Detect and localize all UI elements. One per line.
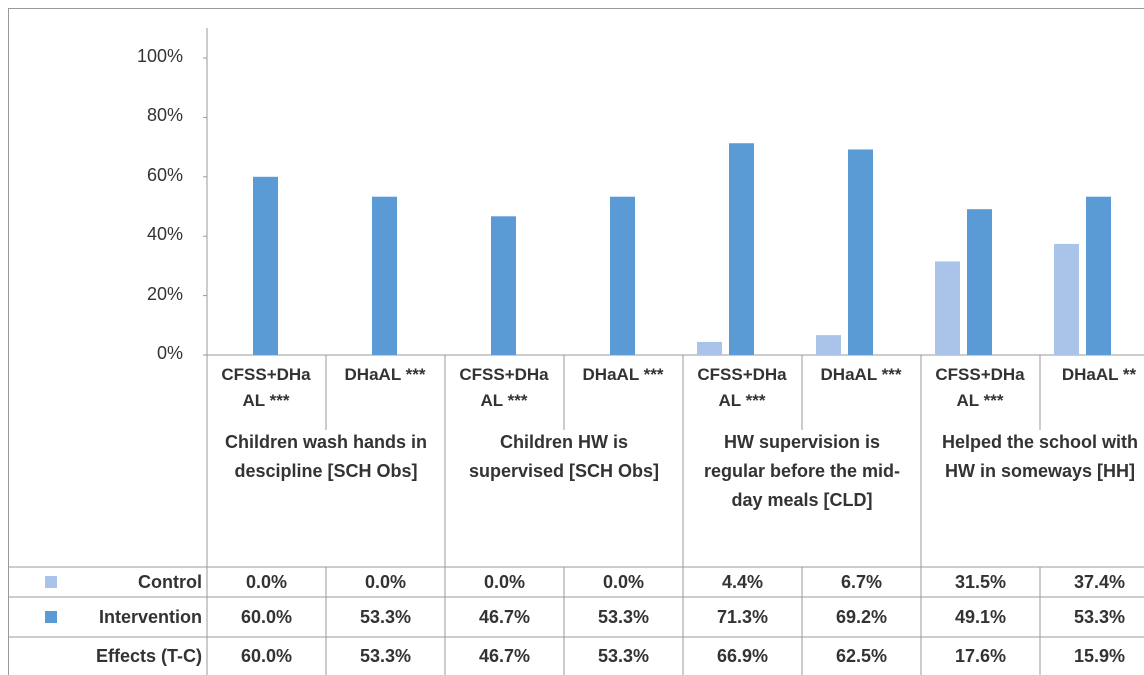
bar [1086,196,1111,355]
category-label: CFSS+DHaAL *** [697,365,787,410]
category-label: CFSS+DHaAL *** [221,365,311,410]
table-cell: 46.7% [478,646,531,666]
table-cell: 0.0% [245,572,288,592]
table-cell: 66.9% [716,646,769,666]
category-label: DHaAL *** [582,365,664,384]
bar [1054,243,1079,355]
y-tick-label: 100% [136,46,183,66]
y-tick-label: 60% [146,164,183,185]
table-cell: 17.6% [954,646,1007,666]
bar [848,149,873,355]
table-cell: 53.3% [597,646,650,666]
table-cell: 49.1% [954,607,1007,627]
category-label: CFSS+DHaAL *** [459,365,549,410]
table-cell: 71.3% [716,607,769,627]
table-cell: 53.3% [359,646,412,666]
y-tick-label: 40% [146,224,183,245]
category-label: DHaAL *** [344,365,426,384]
category-label: DHaAL *** [820,365,902,384]
row-label: Intervention [98,607,202,627]
table-cell: 0.0% [364,572,407,592]
table-cell: 4.4% [721,572,764,592]
table-cell: 62.5% [835,646,888,666]
bar [253,176,278,355]
group-label: Children wash hands in descipline [SCH O… [224,432,428,481]
table-cell: 60.0% [240,646,293,666]
bar [729,143,754,355]
table-cell: 46.7% [478,607,531,627]
bar [816,335,841,355]
legend-key [45,576,57,588]
bar [935,261,960,355]
table-cell: 0.0% [602,572,645,592]
group-label: HW supervision is regular before the mid… [703,432,901,510]
table-cell: 53.3% [359,607,412,627]
y-tick-label: 80% [146,105,183,126]
y-tick-label: 0% [156,343,183,363]
table-cell: 53.3% [597,607,650,627]
category-label: CFSS+DHaAL *** [935,365,1025,410]
bar [610,196,635,355]
table-cell: 6.7% [840,572,883,592]
table-cell: 0.0% [483,572,526,592]
group-label: Helped the school with HW in someways [H… [941,432,1138,481]
row-label: Control [138,572,202,592]
group-label: Children HW is supervised [SCH Obs] [468,432,660,481]
y-tick-label: 20% [146,283,183,304]
table-cell: 53.3% [1073,607,1126,627]
frame [8,8,1144,675]
bar [697,341,722,355]
table-cell: 60.0% [240,607,293,627]
bar [967,209,992,355]
table-cell: 31.5% [954,572,1007,592]
legend-key [45,611,57,623]
table-cell: 37.4% [1073,572,1126,592]
table-cell: 15.9% [1073,646,1126,666]
bar [491,216,516,355]
table-cell: 69.2% [835,607,888,627]
bar [372,196,397,355]
category-label: DHaAL ** [1061,365,1137,384]
row-label: Effects (T-C) [95,646,202,666]
